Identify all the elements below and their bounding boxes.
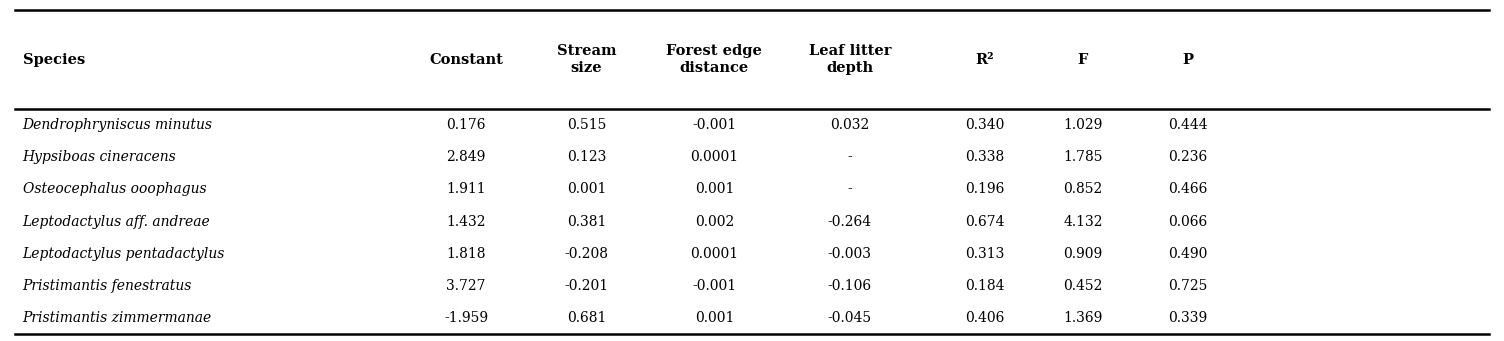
Text: 1.911: 1.911	[447, 182, 486, 196]
Text: 0.176: 0.176	[447, 118, 486, 132]
Text: -0.001: -0.001	[692, 118, 737, 132]
Text: 0.032: 0.032	[830, 118, 869, 132]
Text: 0.313: 0.313	[966, 247, 1005, 261]
Text: R²: R²	[976, 53, 994, 67]
Text: 0.123: 0.123	[567, 150, 606, 164]
Text: 0.0001: 0.0001	[690, 247, 738, 261]
Text: Leptodactylus aff. andreae: Leptodactylus aff. andreae	[23, 214, 211, 229]
Text: 1.029: 1.029	[1063, 118, 1102, 132]
Text: 0.725: 0.725	[1169, 279, 1208, 293]
Text: 0.406: 0.406	[966, 311, 1005, 325]
Text: -0.264: -0.264	[827, 214, 872, 229]
Text: -1.959: -1.959	[444, 311, 489, 325]
Text: 0.909: 0.909	[1063, 247, 1102, 261]
Text: 0.681: 0.681	[567, 311, 606, 325]
Text: 1.818: 1.818	[447, 247, 486, 261]
Text: Species: Species	[23, 53, 84, 67]
Text: -0.001: -0.001	[692, 279, 737, 293]
Text: 0.184: 0.184	[966, 279, 1005, 293]
Text: Stream
size: Stream size	[556, 44, 617, 75]
Text: 0.852: 0.852	[1063, 182, 1102, 196]
Text: 4.132: 4.132	[1063, 214, 1102, 229]
Text: 0.674: 0.674	[966, 214, 1005, 229]
Text: 2.849: 2.849	[447, 150, 486, 164]
Text: Leptodactylus pentadactylus: Leptodactylus pentadactylus	[23, 247, 226, 261]
Text: 0.381: 0.381	[567, 214, 606, 229]
Text: -0.201: -0.201	[564, 279, 609, 293]
Text: Dendrophryniscus minutus: Dendrophryniscus minutus	[23, 118, 212, 132]
Text: 0.001: 0.001	[695, 182, 734, 196]
Text: 0.340: 0.340	[966, 118, 1005, 132]
Text: 0.001: 0.001	[695, 311, 734, 325]
Text: Hypsiboas cineracens: Hypsiboas cineracens	[23, 150, 176, 164]
Text: 0.196: 0.196	[966, 182, 1005, 196]
Text: 1.369: 1.369	[1063, 311, 1102, 325]
Text: 0.515: 0.515	[567, 118, 606, 132]
Text: -0.208: -0.208	[564, 247, 609, 261]
Text: Pristimantis zimmermanae: Pristimantis zimmermanae	[23, 311, 212, 325]
Text: -: -	[847, 182, 853, 196]
Text: 0.466: 0.466	[1169, 182, 1208, 196]
Text: 0.338: 0.338	[966, 150, 1005, 164]
Text: -: -	[847, 150, 853, 164]
Text: 0.002: 0.002	[695, 214, 734, 229]
Text: 0.490: 0.490	[1169, 247, 1208, 261]
Text: F: F	[1078, 53, 1087, 67]
Text: -0.003: -0.003	[827, 247, 872, 261]
Text: Osteocephalus ooophagus: Osteocephalus ooophagus	[23, 182, 206, 196]
Text: 0.001: 0.001	[567, 182, 606, 196]
Text: 0.066: 0.066	[1169, 214, 1208, 229]
Text: 1.432: 1.432	[447, 214, 486, 229]
Text: 1.785: 1.785	[1063, 150, 1102, 164]
Text: 0.452: 0.452	[1063, 279, 1102, 293]
Text: 3.727: 3.727	[447, 279, 486, 293]
Text: Pristimantis fenestratus: Pristimantis fenestratus	[23, 279, 193, 293]
Text: Forest edge
distance: Forest edge distance	[666, 44, 763, 75]
Text: Leaf litter
depth: Leaf litter depth	[809, 44, 890, 75]
Text: 0.339: 0.339	[1169, 311, 1208, 325]
Text: P: P	[1182, 53, 1194, 67]
Text: -0.045: -0.045	[827, 311, 872, 325]
Text: -0.106: -0.106	[827, 279, 872, 293]
Text: Constant: Constant	[429, 53, 504, 67]
Text: 0.0001: 0.0001	[690, 150, 738, 164]
Text: 0.236: 0.236	[1169, 150, 1208, 164]
Text: 0.444: 0.444	[1169, 118, 1208, 132]
